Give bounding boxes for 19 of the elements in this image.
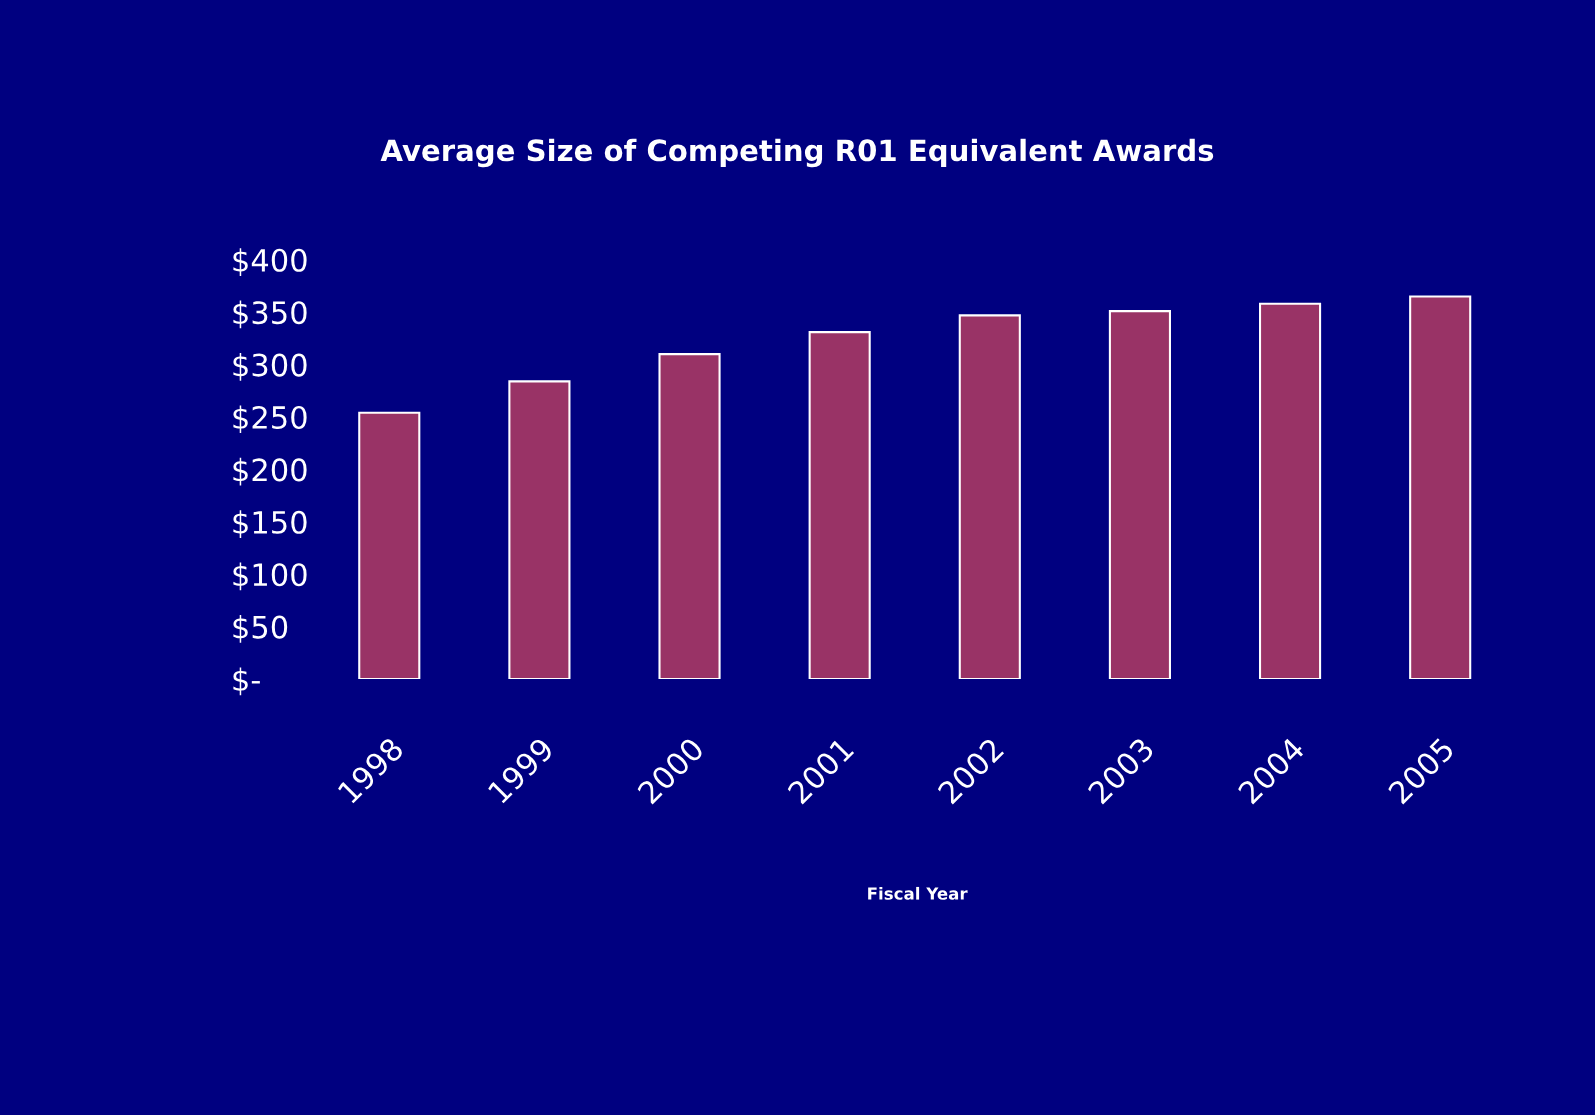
y-tick-label: $300 — [233, 353, 307, 381]
chart-title: Average Size of Competing R01 Equivalent Awards — [380, 138, 1214, 168]
bar — [508, 380, 571, 680]
y-tick-label: $100 — [233, 562, 307, 591]
bar — [358, 411, 421, 680]
bar — [1258, 302, 1322, 680]
y-tick-label: $50 — [233, 615, 288, 643]
x-axis-title: Fiscal Year — [868, 886, 968, 900]
y-tick-label: $200 — [233, 457, 307, 486]
bar — [1108, 310, 1171, 680]
y-tick-label: $350 — [233, 300, 307, 329]
y-tick-label: $- — [233, 667, 260, 696]
y-tick-label: $250 — [233, 405, 307, 434]
bar — [658, 353, 721, 680]
y-tick-label: $400 — [233, 248, 307, 276]
bar — [808, 331, 871, 680]
bar — [1409, 295, 1472, 680]
bar — [958, 314, 1021, 680]
y-tick-label: $150 — [233, 510, 307, 538]
